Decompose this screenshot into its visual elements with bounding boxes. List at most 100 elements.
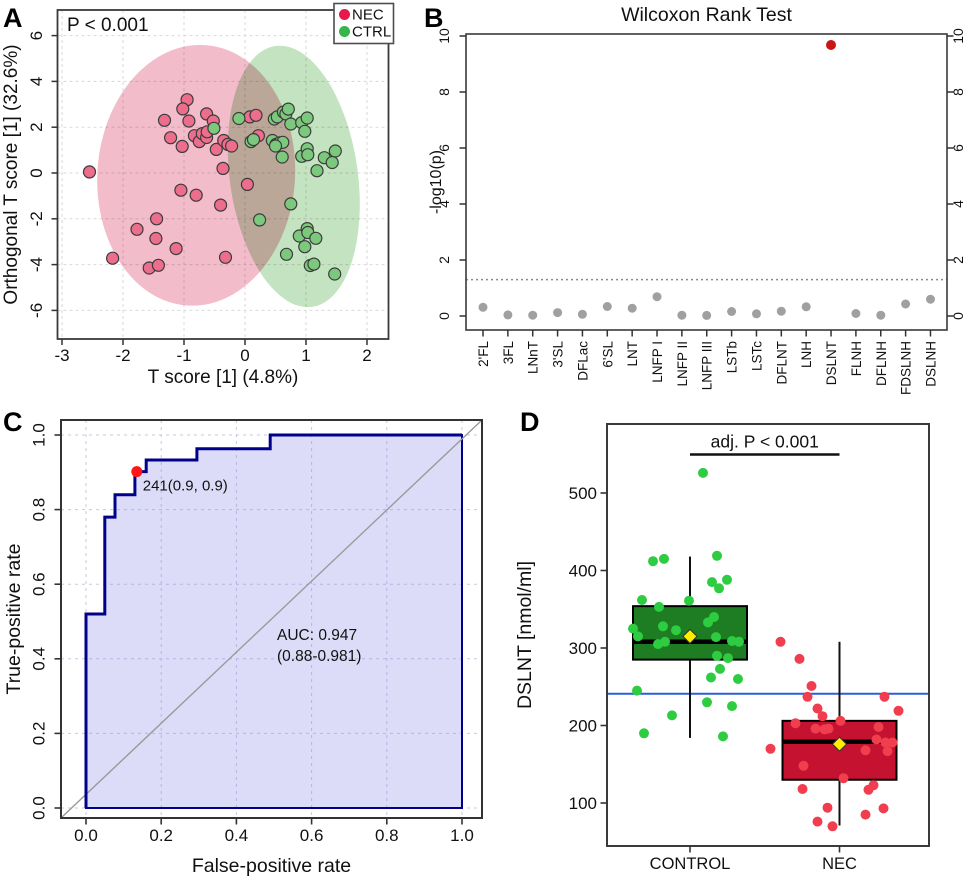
category-label: FDSLNH (899, 341, 914, 395)
nec-jitter-point (775, 636, 786, 647)
nec-jitter-point (878, 803, 889, 814)
control-jitter-point (727, 701, 737, 712)
nec-jitter-point (765, 743, 776, 754)
y-axis-title: DSLNT [nmol/ml] (514, 561, 536, 709)
y-tick-label-right: 8 (950, 88, 966, 96)
control-jitter-point (667, 710, 677, 721)
cutoff-marker (131, 466, 143, 478)
x-tick-label: 2 (362, 346, 371, 365)
x-tick-label: 0.0 (74, 826, 98, 845)
hmo-dot (752, 309, 761, 319)
hmo-dot (528, 310, 538, 320)
ctrl-point (309, 231, 323, 245)
category-label: DSLNH (923, 341, 938, 387)
category-label: DFLNT (774, 341, 789, 385)
hmo-dot (652, 292, 662, 302)
nec-point (249, 108, 263, 122)
nec-point (209, 142, 223, 156)
control-jitter-point (671, 625, 681, 636)
y-tick-label: 200 (569, 717, 597, 736)
ctrl-point (279, 247, 294, 261)
panel-label-b: B (424, 3, 444, 33)
control-jitter-point (628, 623, 638, 634)
y-tick-label: -4 (27, 257, 46, 272)
y-tick-label: 500 (569, 484, 597, 503)
ctrl-point (207, 121, 221, 135)
x-tick-label: 1 (301, 346, 310, 365)
panel-c-chart: 241(0.9, 0.9) AUC: 0.947 (0.88-0.981) 0.0 0.… (3, 419, 483, 877)
auc-value: AUC: 0.947 (277, 627, 357, 644)
y-tick-label: 300 (569, 639, 597, 658)
nec-jitter-point (879, 691, 890, 702)
hmo-dot (478, 302, 488, 312)
nec-jitter-point (860, 809, 871, 820)
category-label: LNT (625, 341, 640, 367)
significance-label: adj. P < 0.001 (711, 432, 819, 452)
y-tick-label: 6 (27, 31, 46, 40)
ctrl-point (232, 111, 246, 126)
nec-jitter-point (812, 703, 823, 714)
y-tick-label: -6 (27, 303, 46, 318)
nec-jitter-point (812, 816, 823, 827)
category-label: DFLNH (874, 341, 889, 386)
y-tick-label-right: 2 (950, 256, 966, 264)
ctrl-point (300, 111, 314, 125)
x-tick-label: 0.6 (300, 826, 324, 845)
category-label: 3FL (501, 341, 516, 365)
nec-jitter-point (823, 723, 834, 734)
nec-jitter-point (794, 653, 805, 664)
hmo-dot (801, 302, 811, 312)
control-jitter-point (658, 621, 668, 632)
mean-diamond (831, 736, 848, 752)
y-axis-title: -log10(p) (428, 150, 445, 214)
control-jitter-point (712, 550, 722, 561)
plot-border (465, 33, 948, 331)
y-tick-label: 1.0 (30, 423, 49, 447)
control-jitter-point (637, 595, 647, 605)
nec-point (174, 183, 188, 197)
x-tick-label: -2 (115, 346, 130, 365)
y-tick-label-right: 10 (950, 28, 966, 44)
nec-jitter-point (893, 705, 904, 716)
control-jitter-point (709, 612, 719, 622)
control-jitter-point (733, 674, 743, 684)
hmo-dot (901, 299, 911, 309)
nec-jitter-point (860, 745, 871, 756)
x-tick-label: 0 (240, 346, 249, 365)
pvalue-annotation: P < 0.001 (67, 15, 149, 36)
nec-point (225, 139, 239, 153)
hmo-dot (503, 310, 513, 320)
nec-jitter-point (827, 821, 838, 832)
nec-point (130, 222, 144, 236)
nec-point (82, 165, 97, 179)
control-jitter-point (698, 467, 708, 478)
category-label: LSTb (725, 341, 740, 373)
ctrl-point (328, 267, 342, 281)
y-tick-label: 0.6 (30, 572, 49, 596)
nec-point (151, 258, 165, 272)
hmo-dot (776, 306, 786, 316)
panel-d-chart: adj. P < 0.001 100 200 300 400 500 CONTROL NEC D… (514, 423, 930, 873)
nec-point (164, 131, 178, 145)
cutoff-label: 241(0.9, 0.9) (143, 478, 228, 495)
control-jitter-point (660, 636, 670, 647)
category-label: 2'FL (476, 341, 491, 367)
ctrl-point (281, 102, 295, 116)
hmo-dot (577, 309, 587, 319)
hmo-dot (727, 307, 737, 316)
auc-ci: (0.88-0.981) (277, 648, 361, 665)
category-label: 3'SL (551, 341, 566, 368)
control-jitter-point (706, 672, 716, 683)
category-label: LSTc (749, 341, 764, 371)
x-tick-label: 0.4 (225, 826, 249, 845)
ctrl-point (268, 139, 283, 153)
y-tick-label: 0.8 (30, 498, 49, 522)
ctrl-point (275, 150, 289, 164)
nec-jitter-point (798, 760, 809, 771)
x-tick-label: 0.2 (149, 826, 173, 845)
category-label: LNFP II (675, 341, 690, 387)
control-jitter-point (712, 650, 722, 661)
nec-jitter-point (880, 737, 891, 748)
legend-label-nec: NEC (352, 7, 384, 24)
y-tick-label-left: 6 (436, 144, 452, 152)
